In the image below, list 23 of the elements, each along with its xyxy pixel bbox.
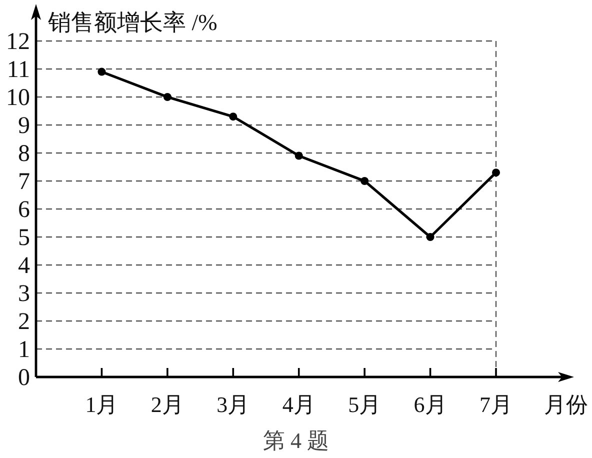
y-tick-label: 12 (6, 29, 30, 55)
y-tick-label: 9 (18, 113, 30, 139)
x-tick-label: 5月 (348, 392, 382, 417)
y-tick-label: 2 (18, 309, 30, 335)
y-tick-label: 0 (18, 365, 30, 391)
y-tick-label: 3 (18, 281, 30, 307)
y-tick-label: 7 (18, 169, 30, 195)
ylabel: 销售额增长率 /% (48, 10, 218, 35)
x-tick-label: 6月 (414, 392, 447, 417)
x-tick-label: 3月 (216, 392, 250, 417)
x-tick-label: 7月 (480, 392, 512, 417)
y-tick-label: 5 (18, 225, 30, 251)
y-tick-label: 11 (6, 57, 30, 83)
y-tick-label: 10 (6, 85, 30, 111)
x-tick-label: 2月 (150, 392, 184, 417)
annotation: 第 4 题 (263, 428, 329, 453)
x-tick-label: 1月 (85, 392, 118, 417)
y-tick-label: 4 (18, 253, 30, 279)
y-tick-label: 1 (18, 337, 30, 363)
y-tick-label: 6 (18, 197, 30, 223)
y-tick-label: 8 (18, 141, 30, 167)
x-tick-label: 4月 (282, 392, 316, 417)
xlabel: 月份 (544, 392, 588, 417)
